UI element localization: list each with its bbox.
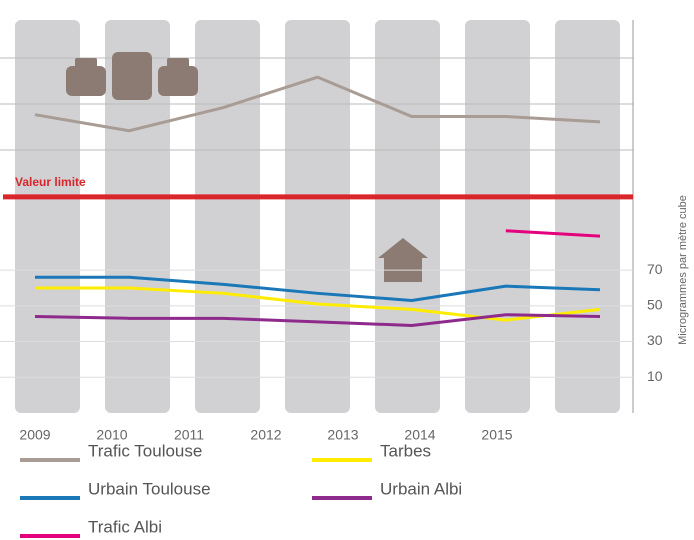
x-tick-label: 2010 [96,427,127,443]
x-tick-label: 2014 [404,427,435,443]
legend-label: Urbain Toulouse [88,479,211,498]
series-line [35,275,601,302]
vehicle-icons [66,52,198,100]
x-tick-label: 2011 [174,427,204,443]
x-tick-label: 2015 [481,427,512,443]
limit-label: Valeur limite [15,175,86,189]
series-line [34,313,601,327]
series-line [505,229,601,238]
x-tick-label: 2013 [327,427,358,443]
legend-label: Urbain Albi [380,479,462,498]
house-icon [378,238,428,282]
series-line [35,286,601,322]
y-tick-label: 70 [647,261,663,277]
legend-label: Trafic Toulouse [88,441,202,460]
legend-label: Tarbes [380,441,431,460]
y-tick-label: 30 [647,332,663,348]
decor-lines [0,57,633,151]
y-axis-label: Microgrammes par mètre cube [677,195,689,345]
x-tick-label: 2009 [19,427,50,443]
series-line [34,75,601,133]
legend-label: Trafic Albi [88,517,162,536]
y-tick-label: 50 [647,297,663,313]
x-tick-label: 2012 [250,427,281,443]
y-tick-label: 10 [647,368,663,384]
